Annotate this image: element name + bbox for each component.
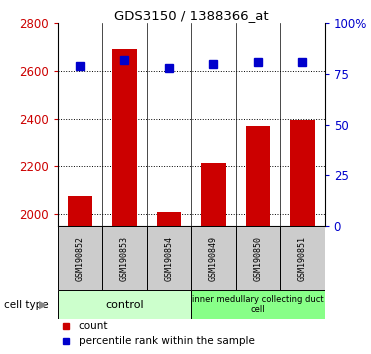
Bar [201,163,226,226]
Bar [58,290,191,319]
Text: inner medullary collecting duct
cell: inner medullary collecting duct cell [192,295,324,314]
Text: cell type: cell type [4,299,48,310]
Text: percentile rank within the sample: percentile rank within the sample [79,336,255,346]
Text: ▶: ▶ [39,299,47,310]
Bar [102,226,147,290]
Text: GSM190851: GSM190851 [298,235,307,280]
Bar [157,212,181,226]
Bar [246,126,270,226]
Text: GSM190854: GSM190854 [164,235,173,280]
Text: GSM190853: GSM190853 [120,235,129,280]
Bar [236,226,280,290]
Bar [191,290,325,319]
Text: GSM190852: GSM190852 [75,235,84,280]
Bar [112,49,137,226]
Bar [290,120,315,226]
Text: count: count [79,321,108,331]
Text: GSM190850: GSM190850 [253,235,262,280]
Text: GSM190849: GSM190849 [209,235,218,280]
Title: GDS3150 / 1388366_at: GDS3150 / 1388366_at [114,9,268,22]
Bar [68,196,92,226]
Bar [191,226,236,290]
Bar [147,226,191,290]
Bar [280,226,325,290]
Bar [58,226,102,290]
Text: control: control [105,299,144,310]
